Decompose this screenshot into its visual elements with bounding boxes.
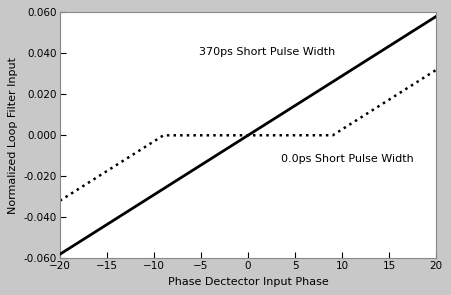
Y-axis label: Normalized Loop Filter Input: Normalized Loop Filter Input <box>8 57 18 214</box>
Text: 0.0ps Short Pulse Width: 0.0ps Short Pulse Width <box>281 154 414 164</box>
X-axis label: Phase Dectector Input Phase: Phase Dectector Input Phase <box>168 277 328 287</box>
Text: 370ps Short Pulse Width: 370ps Short Pulse Width <box>199 47 335 58</box>
